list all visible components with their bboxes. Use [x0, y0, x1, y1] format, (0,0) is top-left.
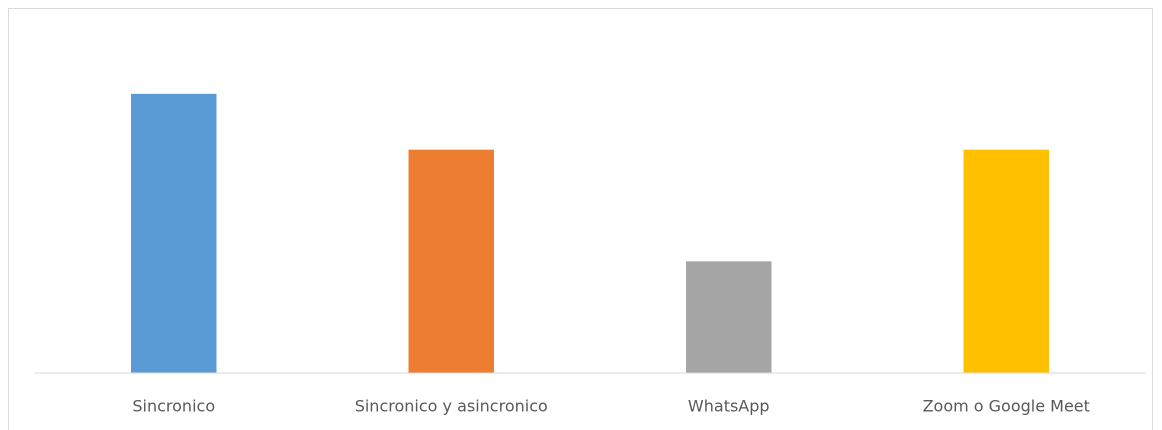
x-tick-label: WhatsApp — [688, 397, 770, 416]
bar — [408, 149, 494, 373]
bar — [686, 261, 772, 373]
x-tick-label: Sincronico — [132, 397, 215, 416]
bar — [131, 93, 217, 373]
bar — [963, 149, 1049, 373]
x-tick-label: Zoom o Google Meet — [923, 397, 1090, 416]
chart-frame — [8, 8, 1153, 430]
x-tick-label: Sincronico y asincronico — [355, 397, 548, 416]
